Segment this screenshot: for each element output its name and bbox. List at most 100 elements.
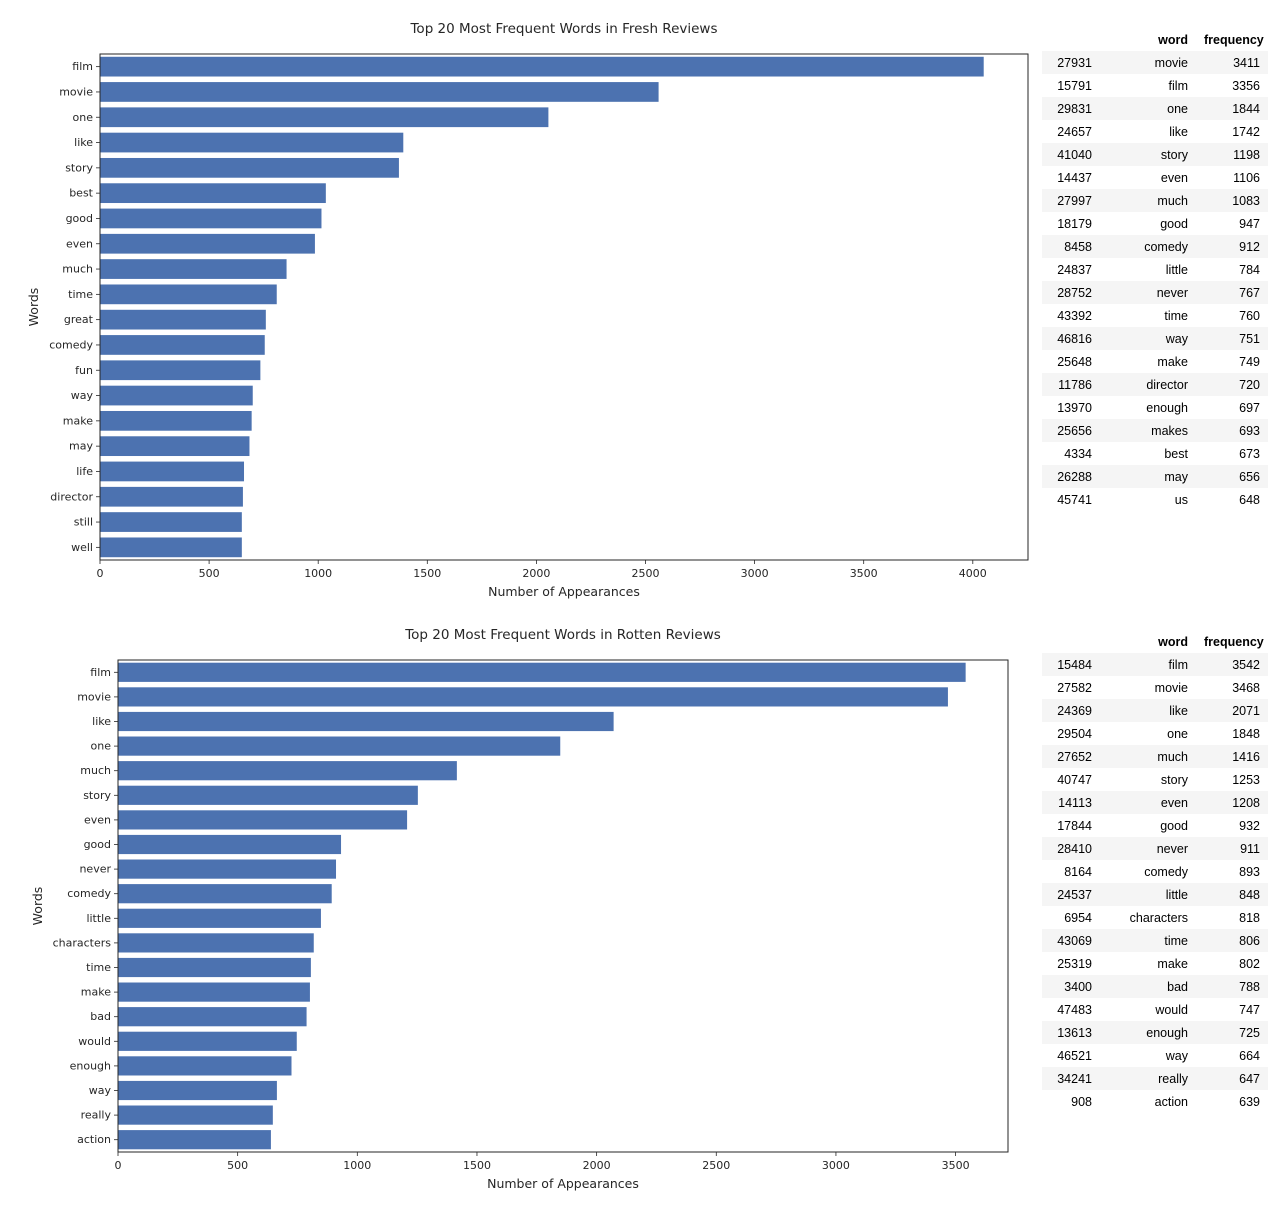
table-row: 47483 would 747 bbox=[1042, 998, 1268, 1021]
chart-title: Top 20 Most Frequent Words in Fresh Revi… bbox=[409, 21, 717, 37]
word-cell: one bbox=[1167, 726, 1188, 741]
table-row: 26288 may 656 bbox=[1042, 465, 1268, 488]
y-tick-label: film bbox=[72, 60, 93, 73]
fresh-word-frequency-table: word frequency 27931 movie 3411 15791 film 3356… bbox=[1042, 28, 1268, 511]
word-cell: even bbox=[1160, 170, 1188, 185]
y-axis-label: Words bbox=[30, 887, 45, 926]
row-index: 29504 bbox=[1057, 726, 1092, 741]
bar-film bbox=[100, 56, 984, 77]
bar-enough bbox=[118, 1056, 292, 1076]
axes-box bbox=[99, 53, 1029, 561]
bar-much bbox=[118, 761, 457, 781]
y-axis-label: Words bbox=[26, 288, 41, 327]
bar-best bbox=[100, 183, 326, 204]
y-tick-label: good bbox=[66, 212, 93, 225]
row-index: 27652 bbox=[1057, 749, 1092, 764]
frequency-cell: 932 bbox=[1239, 818, 1260, 833]
table-row: 13613 enough 725 bbox=[1042, 1021, 1268, 1044]
bar-never bbox=[118, 859, 337, 879]
word-cell: really bbox=[1158, 1071, 1188, 1086]
table-row: 28410 never 911 bbox=[1042, 837, 1268, 860]
y-tick-label: enough bbox=[70, 1059, 111, 1072]
y-tick-label: great bbox=[64, 313, 94, 326]
row-index: 8164 bbox=[1064, 864, 1092, 879]
frequency-cell: 784 bbox=[1239, 262, 1260, 277]
index-column-header bbox=[1042, 630, 1100, 653]
bar-like bbox=[118, 711, 614, 732]
bar-action bbox=[118, 1130, 271, 1150]
y-tick-label: life bbox=[76, 465, 93, 478]
bar-well bbox=[100, 537, 242, 558]
y-tick-label: make bbox=[81, 986, 111, 999]
table-row: 24837 little 784 bbox=[1042, 258, 1268, 281]
bar-movie bbox=[100, 82, 659, 102]
x-tick-label: 2500 bbox=[702, 1159, 730, 1172]
word-cell: story bbox=[1160, 772, 1188, 787]
row-index: 28752 bbox=[1057, 285, 1092, 300]
row-index: 47483 bbox=[1057, 1002, 1092, 1017]
bar-would bbox=[118, 1031, 297, 1051]
y-tick-label: action bbox=[77, 1133, 111, 1146]
y-tick-label: even bbox=[66, 237, 93, 250]
x-axis-label: Number of Appearances bbox=[488, 584, 640, 599]
rotten-bar-chart-figure: Top 20 Most Frequent Words in Rotten Rev… bbox=[0, 618, 1040, 1214]
bar-director bbox=[100, 486, 243, 507]
rotten-bar-chart: Top 20 Most Frequent Words in Rotten Rev… bbox=[30, 627, 1009, 1191]
word-cell: makes bbox=[1151, 423, 1188, 438]
y-tick-label: characters bbox=[53, 936, 112, 949]
table-row: 18179 good 947 bbox=[1042, 212, 1268, 235]
fresh-bar-chart-figure: Top 20 Most Frequent Words in Fresh Revi… bbox=[0, 8, 1040, 618]
x-tick-label: 500 bbox=[227, 1159, 248, 1172]
table-row: 29831 one 1844 bbox=[1042, 97, 1268, 120]
column-header-frequency: frequency bbox=[1204, 634, 1264, 649]
y-tick-label: bad bbox=[90, 1010, 111, 1023]
frequency-cell: 893 bbox=[1239, 864, 1260, 879]
y-tick-label: story bbox=[83, 789, 111, 802]
table-row: 6954 characters 818 bbox=[1042, 906, 1268, 929]
y-tick-label: way bbox=[71, 389, 94, 402]
frequency-cell: 788 bbox=[1239, 979, 1260, 994]
x-tick-label: 1000 bbox=[304, 567, 332, 580]
y-tick-label: story bbox=[65, 161, 93, 174]
frequency-cell: 3468 bbox=[1232, 680, 1260, 695]
row-index: 24369 bbox=[1057, 703, 1092, 718]
frequency-cell: 725 bbox=[1239, 1025, 1260, 1040]
bar-film bbox=[118, 662, 966, 682]
column-header-frequency: frequency bbox=[1204, 32, 1264, 47]
word-cell: us bbox=[1174, 492, 1188, 507]
frequency-cell: 806 bbox=[1239, 933, 1260, 948]
y-tick-label: best bbox=[69, 187, 93, 200]
row-index: 45741 bbox=[1057, 492, 1092, 507]
row-index: 18179 bbox=[1057, 216, 1092, 231]
bar-way bbox=[100, 385, 253, 406]
word-cell: characters bbox=[1129, 910, 1188, 925]
x-tick-label: 3000 bbox=[822, 1159, 850, 1172]
y-tick-label: good bbox=[84, 838, 111, 851]
table-row: 15484 film 3542 bbox=[1042, 653, 1268, 676]
row-index: 41040 bbox=[1057, 147, 1092, 162]
table-row: 24657 like 1742 bbox=[1042, 120, 1268, 143]
table-row: 17844 good 932 bbox=[1042, 814, 1268, 837]
bar-one bbox=[118, 736, 561, 756]
row-index: 3400 bbox=[1064, 979, 1092, 994]
table-row: 25656 makes 693 bbox=[1042, 419, 1268, 442]
column-header-word: word bbox=[1158, 634, 1188, 649]
row-index: 34241 bbox=[1057, 1071, 1092, 1086]
rotten-word-frequency-table: word frequency 15484 film 3542 27582 movie 3468… bbox=[1042, 630, 1268, 1113]
column-header-word: word bbox=[1158, 32, 1188, 47]
word-cell: never bbox=[1156, 285, 1188, 300]
word-cell: way bbox=[1165, 1048, 1188, 1063]
table-row: 27931 movie 3411 bbox=[1042, 51, 1268, 74]
y-tick-label: comedy bbox=[67, 887, 111, 900]
bar-good bbox=[118, 834, 342, 855]
bar-make bbox=[118, 982, 310, 1002]
word-cell: little bbox=[1165, 887, 1188, 902]
row-index: 27582 bbox=[1057, 680, 1092, 695]
frequency-cell: 1083 bbox=[1232, 193, 1260, 208]
word-cell: much bbox=[1157, 193, 1188, 208]
word-cell: little bbox=[1165, 262, 1188, 277]
table-row: 4334 best 673 bbox=[1042, 442, 1268, 465]
row-index: 6954 bbox=[1064, 910, 1092, 925]
y-tick-label: make bbox=[63, 414, 93, 427]
table-row: 25648 make 749 bbox=[1042, 350, 1268, 373]
